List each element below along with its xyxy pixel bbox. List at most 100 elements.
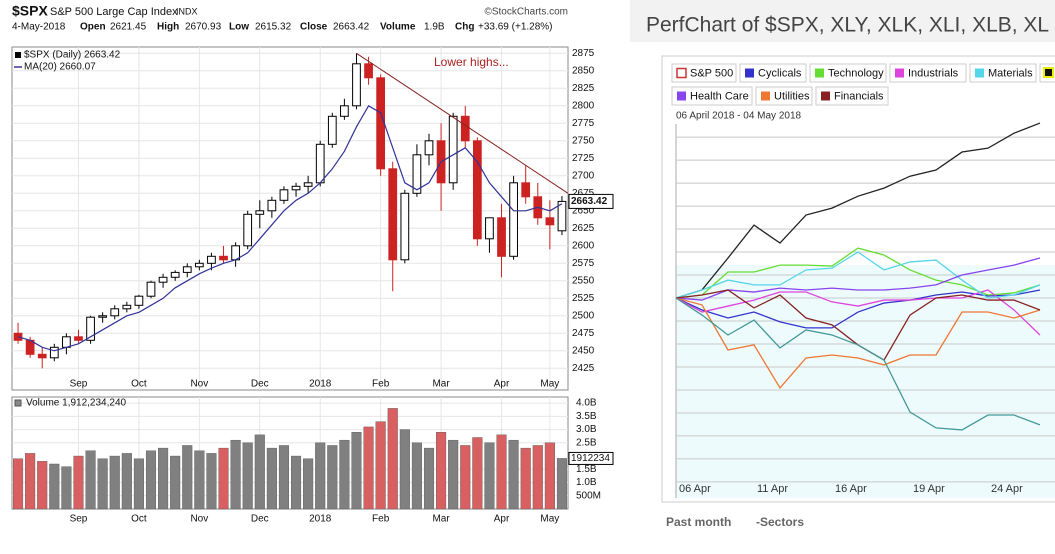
x-tick-label: Sep bbox=[70, 379, 88, 390]
volume-bar bbox=[532, 445, 543, 510]
candle-body bbox=[182, 266, 192, 273]
credit: ©StockCharts.com bbox=[484, 7, 568, 18]
candle-body bbox=[207, 255, 216, 264]
candle-body bbox=[194, 262, 204, 268]
y-tick-label: 2825 bbox=[572, 83, 595, 94]
x-tick-label: Apr bbox=[494, 379, 510, 390]
date: 4-May-2018 bbox=[12, 22, 66, 33]
legend-label: MA(20) 2660.07 bbox=[24, 62, 96, 73]
x-tick-label: Oct bbox=[131, 514, 147, 525]
volume-bar bbox=[436, 432, 447, 510]
volume-bar bbox=[25, 453, 36, 510]
x-tick-label: Dec bbox=[251, 379, 269, 390]
y-tick-label: 2600 bbox=[572, 240, 595, 251]
x-tick-label: Feb bbox=[372, 514, 390, 525]
x-tick-label: Sep bbox=[70, 514, 88, 525]
legend-swatch bbox=[1043, 67, 1054, 78]
candle-body bbox=[122, 304, 132, 310]
candle-body bbox=[364, 63, 373, 79]
y-tick-label: 2625 bbox=[572, 223, 595, 234]
candle-body bbox=[545, 217, 555, 226]
y-tick-label: 2700 bbox=[572, 170, 595, 181]
legend-button[interactable] bbox=[889, 63, 967, 83]
volume-bar bbox=[472, 437, 483, 510]
annotation: Lower highs... bbox=[434, 55, 509, 69]
candle-body bbox=[170, 271, 180, 278]
volume-bar bbox=[121, 453, 132, 510]
x-tick-label: Oct bbox=[131, 379, 147, 390]
volume-tag bbox=[568, 451, 614, 465]
y-tick-label: 2.5B bbox=[576, 437, 597, 448]
legend-swatch bbox=[14, 399, 22, 407]
volume-bar bbox=[73, 455, 84, 510]
volume-bar bbox=[218, 447, 229, 510]
volume-tag-label: 1912234 bbox=[571, 453, 610, 464]
volume-bar bbox=[423, 447, 435, 510]
y-tick-label: 2475 bbox=[572, 328, 595, 339]
legend-swatch bbox=[676, 67, 687, 79]
volume-bar bbox=[556, 458, 567, 510]
low-value: 2615.32 bbox=[255, 22, 292, 33]
volume-bar bbox=[363, 426, 374, 510]
candle-body bbox=[267, 199, 277, 212]
candle-body bbox=[412, 154, 422, 194]
volume-bar bbox=[315, 442, 326, 510]
candle-body bbox=[340, 105, 349, 117]
open-label: Open bbox=[80, 22, 106, 33]
volume-bar bbox=[520, 447, 531, 510]
y-tick-label: 2675 bbox=[572, 188, 595, 199]
candle-body bbox=[110, 308, 120, 317]
volume-bar bbox=[351, 432, 362, 510]
x-tick-label: 16 Apr bbox=[835, 483, 867, 495]
trend-line bbox=[356, 52, 569, 194]
group: -Sectors bbox=[756, 515, 804, 529]
index-name: S&P 500 Large Cap Index bbox=[50, 6, 178, 18]
candle-body bbox=[49, 346, 59, 359]
volume-bar bbox=[339, 439, 350, 510]
y-tick-label: 2500 bbox=[572, 310, 595, 321]
y-tick-label: 2725 bbox=[572, 153, 595, 164]
candle-body bbox=[303, 182, 313, 187]
x-tick-label: Apr bbox=[494, 514, 510, 525]
price-tag-label: 2663.42 bbox=[571, 196, 608, 207]
x-tick-label: Nov bbox=[190, 514, 208, 525]
legend-button[interactable] bbox=[671, 63, 737, 83]
candle-body bbox=[37, 353, 47, 359]
volume-bar bbox=[109, 455, 120, 510]
volume-bar bbox=[182, 445, 193, 510]
legend-button[interactable] bbox=[815, 86, 889, 106]
legend-label: Cyclicals bbox=[758, 67, 802, 79]
series-line bbox=[676, 122, 1041, 299]
legend-button[interactable] bbox=[739, 63, 807, 83]
legend-swatch bbox=[761, 91, 770, 101]
legend-swatch bbox=[15, 52, 21, 58]
candle-body bbox=[424, 140, 434, 156]
legend-label: Industrials bbox=[908, 67, 959, 79]
x-tick-label: Nov bbox=[190, 379, 208, 390]
volume-bar bbox=[484, 442, 495, 510]
legend-button[interactable] bbox=[671, 86, 753, 106]
candle-body bbox=[400, 192, 410, 261]
volume-bar bbox=[291, 455, 302, 510]
volume-bar bbox=[448, 439, 459, 510]
y-tick-label: 3.5B bbox=[576, 411, 597, 422]
legend-label: Financials bbox=[834, 90, 884, 102]
candle-body bbox=[98, 315, 108, 318]
candle-body bbox=[74, 336, 83, 341]
y-tick-label: 3.0B bbox=[576, 424, 597, 435]
legend-label: $SPX (Daily) 2663.42 bbox=[24, 50, 121, 61]
series-line bbox=[676, 251, 1041, 299]
candle-body bbox=[146, 281, 156, 297]
open-value: 2621.45 bbox=[110, 22, 147, 33]
volume-bar bbox=[158, 447, 169, 510]
legend-swatch bbox=[677, 91, 686, 101]
y-tick-label: 1.5B bbox=[576, 464, 597, 475]
high-label: High bbox=[157, 22, 179, 33]
symbol: $SPX bbox=[12, 3, 48, 19]
x-tick-label: 06 Apr bbox=[679, 483, 711, 495]
legend-button[interactable] bbox=[969, 63, 1037, 83]
legend-button[interactable] bbox=[809, 63, 887, 83]
candle-body bbox=[134, 295, 144, 306]
candle-body bbox=[376, 77, 386, 170]
